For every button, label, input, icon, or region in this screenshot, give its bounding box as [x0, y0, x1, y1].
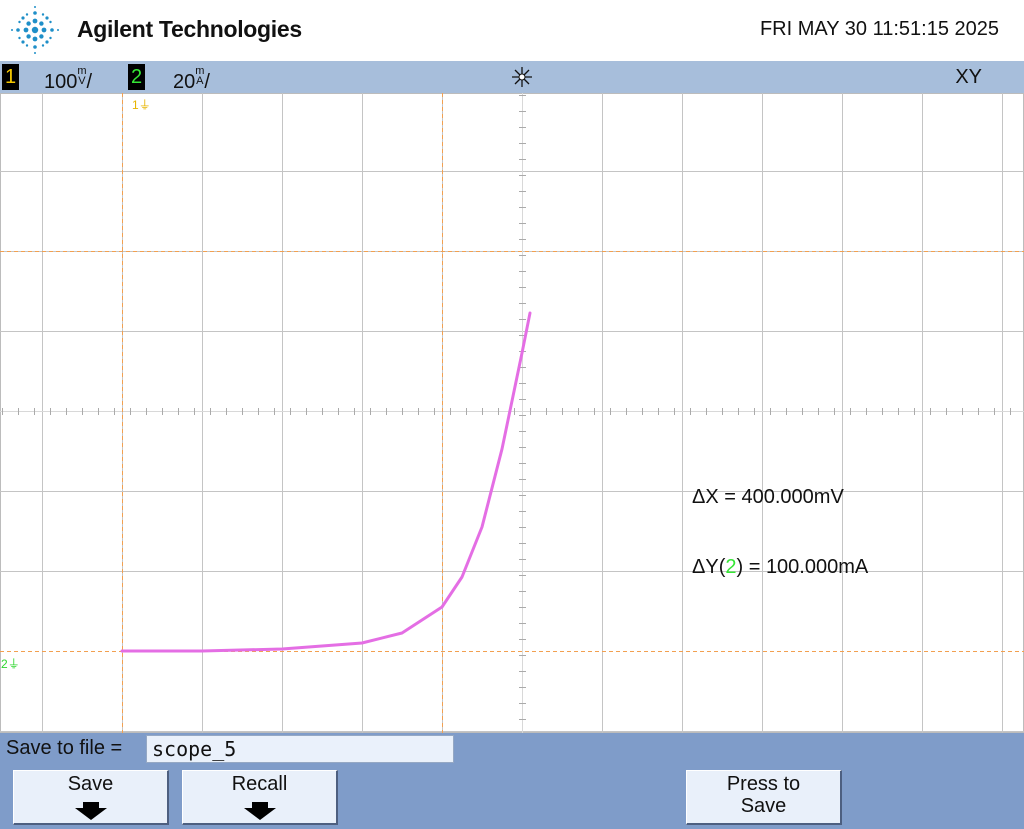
ch1-marker-label: 1	[132, 98, 139, 112]
ch1-unit-prefix: m	[77, 65, 87, 77]
horizontal-mode[interactable]: XY	[955, 66, 982, 88]
channel-1-ground-marker: 1⏚	[132, 96, 151, 113]
channel-2-ground-marker: 2⏚	[1, 655, 20, 672]
softkey-menu: Save to file = scope_5 Save Recall Press…	[0, 733, 1024, 829]
press-to-save-softkey[interactable]: Press to Save	[686, 770, 842, 825]
save-to-file-label: Save to file =	[6, 737, 123, 759]
trace-point	[529, 312, 531, 314]
press-to-save-line1: Press to	[726, 773, 801, 795]
channel-1-badge[interactable]: 1	[2, 64, 19, 90]
channel-2-scale-value: 20	[173, 71, 196, 93]
ch1-unit-letter: V	[78, 75, 86, 87]
ch2-unit-prefix: m	[195, 65, 205, 77]
xy-trace-0	[120, 311, 532, 653]
trace-point	[361, 642, 363, 644]
trace-point	[481, 526, 483, 528]
status-bar: 1 100 m V/ 2 20 m A / XY	[0, 61, 1024, 93]
trace-point	[461, 576, 463, 578]
delta-x-readout: ΔX = 400.000mV	[692, 486, 844, 508]
delta-y-channel: 2	[725, 556, 737, 578]
save-softkey[interactable]: Save	[13, 770, 169, 825]
ground-icon: ⏚	[138, 98, 151, 112]
graticule-border	[0, 93, 1024, 733]
channel-1-scale[interactable]: 100 m V /	[44, 66, 92, 94]
waveform-display	[0, 93, 1024, 733]
press-to-save-line2: Save	[740, 795, 787, 817]
recall-softkey-label: Recall	[231, 773, 288, 795]
trace-point	[281, 648, 283, 650]
arrow-down-icon	[243, 802, 276, 820]
filename-field[interactable]: scope_5	[146, 735, 454, 763]
brand-name: Agilent Technologies	[77, 16, 302, 42]
agilent-spark-logo-icon	[11, 6, 59, 54]
delta-y-suffix: ) = 100.000mA	[736, 556, 869, 578]
save-softkey-label: Save	[67, 773, 114, 795]
channel-1-scale-value: 100	[44, 71, 78, 93]
ground-icon: ⏚	[7, 657, 20, 671]
trace-point	[401, 632, 403, 634]
date-time: FRI MAY 30 11:51:15 2025	[759, 18, 999, 40]
arrow-down-icon	[74, 802, 107, 820]
channel-2-badge[interactable]: 2	[128, 64, 145, 90]
recall-softkey[interactable]: Recall	[182, 770, 338, 825]
per-division-slash: /	[204, 71, 210, 93]
header-bar: Agilent Technologies FRI MAY 30 11:51:15…	[0, 0, 1024, 61]
channel-2-scale[interactable]: 20 m A /	[173, 66, 210, 94]
trace-point	[501, 448, 503, 450]
trace-point	[521, 352, 523, 354]
delta-y-prefix: ΔY(	[692, 556, 726, 578]
trace-point	[121, 650, 123, 652]
ch2-unit-letter: A	[196, 75, 204, 87]
graticule	[0, 93, 1024, 733]
trace-point	[201, 650, 203, 652]
trace-point	[441, 606, 443, 608]
ch2-marker-label: 2	[1, 657, 8, 671]
trigger-status-icon	[512, 67, 532, 87]
delta-y-readout: ΔY(2) = 100.000mA	[692, 556, 868, 579]
per-division-slash: /	[86, 71, 93, 93]
